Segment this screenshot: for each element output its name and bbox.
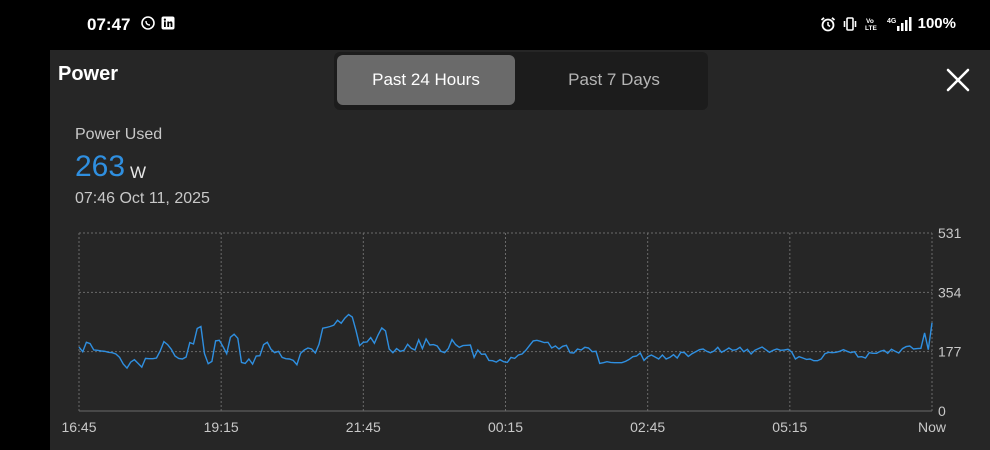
x-tick-label: Now — [918, 419, 947, 435]
x-tick-label: 00:15 — [488, 419, 523, 435]
status-time: 07:47 — [87, 15, 131, 34]
tab-past-7-days[interactable]: Past 7 Days — [568, 70, 660, 89]
chart-grid — [78, 232, 933, 412]
linkedin-icon — [161, 16, 175, 30]
x-tick-label: 19:15 — [204, 419, 239, 435]
svg-text:LTE: LTE — [865, 25, 877, 32]
close-icon — [946, 68, 970, 92]
battery-level: 100% — [917, 15, 956, 32]
x-tick-label: 05:15 — [772, 419, 807, 435]
status-right-icons: Vo LTE 4G 100% — [820, 15, 956, 32]
power-chart: 531 354 177 0 16:45 19:15 21:45 00:15 02:45 05:1… — [61, 225, 962, 435]
power-panel: Power Past 24 Hours Past 7 Days Power Us… — [50, 50, 990, 450]
svg-text:4G: 4G — [887, 18, 897, 25]
y-tick-label: 531 — [938, 225, 962, 241]
notification-icons — [141, 16, 175, 30]
y-axis-ticks: 531 354 177 0 — [938, 225, 962, 419]
svg-text:Vo: Vo — [866, 18, 874, 25]
y-tick-label: 0 — [938, 403, 946, 419]
series-line-power — [78, 313, 933, 370]
panel-title: Power — [58, 63, 119, 85]
volte-icon: Vo LTE — [864, 16, 880, 32]
4g-signal-icon: 4G — [886, 16, 912, 32]
x-axis-ticks: 16:45 19:15 21:45 00:15 02:45 05:15 Now — [61, 419, 946, 435]
x-tick-label: 21:45 — [346, 419, 381, 435]
y-tick-label: 354 — [938, 284, 962, 300]
metric-value: 263 — [75, 150, 126, 183]
alarm-icon — [820, 16, 836, 32]
x-tick-label: 16:45 — [61, 419, 96, 435]
viber-icon — [141, 16, 155, 30]
metric-unit: W — [130, 163, 147, 182]
tab-past-24-hours[interactable]: Past 24 Hours — [337, 55, 515, 105]
status-bar: 07:47 Vo LTE 4G 100% — [0, 0, 990, 48]
close-button[interactable] — [944, 66, 972, 94]
vibrate-icon — [842, 16, 858, 32]
metric-label: Power Used — [75, 126, 163, 143]
x-tick-label: 02:45 — [630, 419, 665, 435]
metric-timestamp: 07:46 Oct 11, 2025 — [75, 190, 210, 207]
y-tick-label: 177 — [938, 344, 962, 360]
time-range-toggle: Past 24 Hours Past 7 Days — [334, 52, 708, 110]
